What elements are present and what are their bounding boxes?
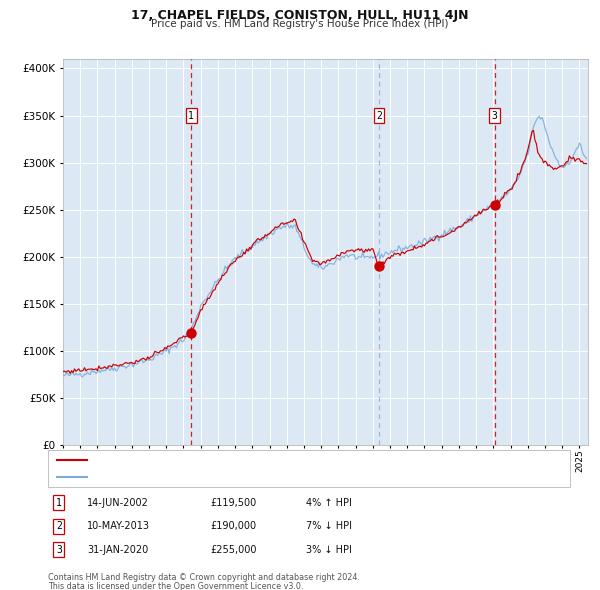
Text: 4% ↑ HPI: 4% ↑ HPI: [306, 498, 352, 507]
Text: 10-MAY-2013: 10-MAY-2013: [87, 522, 150, 531]
Text: HPI: Average price, detached house, East Riding of Yorkshire: HPI: Average price, detached house, East…: [93, 472, 367, 481]
Text: 31-JAN-2020: 31-JAN-2020: [87, 545, 148, 555]
Text: 17, CHAPEL FIELDS, CONISTON, HULL, HU11 4JN (detached house): 17, CHAPEL FIELDS, CONISTON, HULL, HU11 …: [93, 456, 392, 465]
Text: £119,500: £119,500: [210, 498, 256, 507]
Text: Contains HM Land Registry data © Crown copyright and database right 2024.: Contains HM Land Registry data © Crown c…: [48, 573, 360, 582]
Text: 14-JUN-2002: 14-JUN-2002: [87, 498, 149, 507]
Text: Price paid vs. HM Land Registry's House Price Index (HPI): Price paid vs. HM Land Registry's House …: [151, 19, 449, 29]
Text: £190,000: £190,000: [210, 522, 256, 531]
Text: 2: 2: [376, 110, 382, 120]
Text: £255,000: £255,000: [210, 545, 257, 555]
Text: 2: 2: [56, 522, 62, 531]
Text: 3% ↓ HPI: 3% ↓ HPI: [306, 545, 352, 555]
Text: This data is licensed under the Open Government Licence v3.0.: This data is licensed under the Open Gov…: [48, 582, 304, 590]
Text: 7% ↓ HPI: 7% ↓ HPI: [306, 522, 352, 531]
Text: 1: 1: [188, 110, 194, 120]
Text: 1: 1: [56, 498, 62, 507]
Text: 17, CHAPEL FIELDS, CONISTON, HULL, HU11 4JN: 17, CHAPEL FIELDS, CONISTON, HULL, HU11 …: [131, 9, 469, 22]
Text: 3: 3: [492, 110, 497, 120]
Text: 3: 3: [56, 545, 62, 555]
